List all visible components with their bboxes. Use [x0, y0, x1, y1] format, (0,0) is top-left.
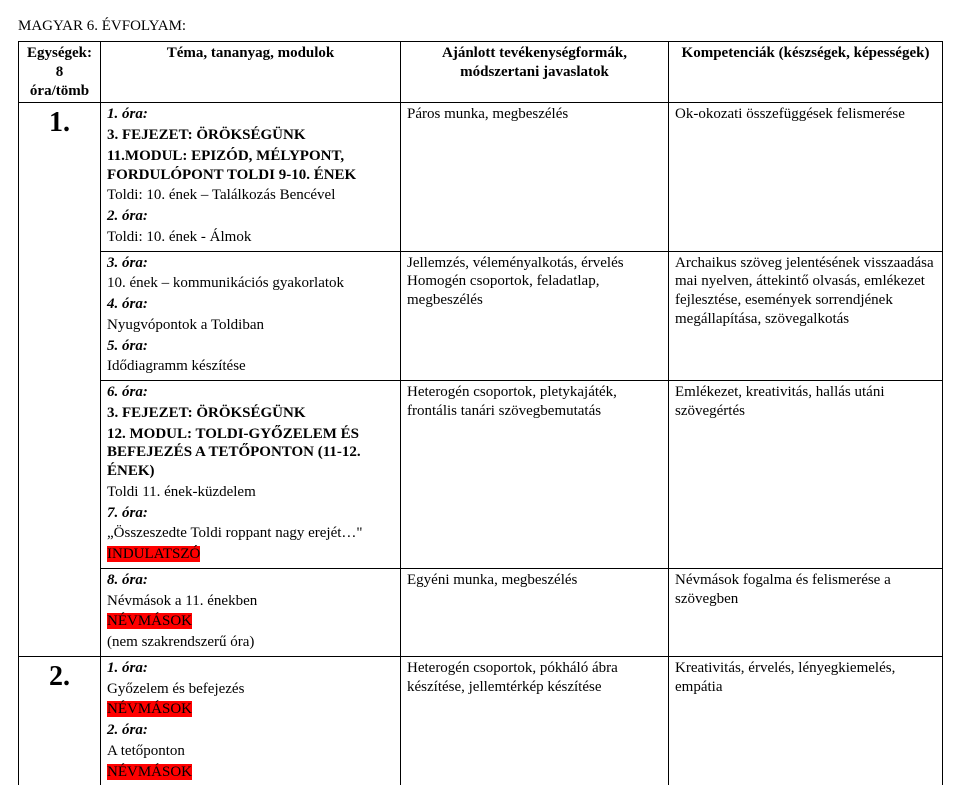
lesson-content: Névmások a 11. énekben: [107, 592, 394, 611]
header-units: Egységek: 8 óra/tömb: [19, 42, 101, 103]
topic-cell: 6. óra: 3. FEJEZET: ÖRÖKSÉGÜNK 12. MODUL…: [101, 381, 401, 569]
unit-number: 2.: [19, 656, 101, 785]
lesson-content: „Összeszedte Toldi roppant nagy erejét…": [107, 524, 394, 543]
lesson-label: 4. óra:: [107, 295, 394, 314]
header-row: Egységek: 8 óra/tömb Téma, tananyag, mod…: [19, 42, 943, 103]
chapter-title: 3. FEJEZET: ÖRÖKSÉGÜNK: [107, 126, 394, 145]
activities-cell: Heterogén csoportok, pókháló ábra készít…: [401, 656, 669, 785]
module-title: 12. MODUL: TOLDI-GYŐZELEM ÉS BEFEJEZÉS A…: [107, 425, 394, 481]
table-row: 8. óra: Névmások a 11. énekben NÉVMÁSOK …: [19, 568, 943, 656]
lesson-content: Toldi: 10. ének - Álmok: [107, 228, 394, 247]
table-row: 2. 1. óra: Győzelem és befejezés NÉVMÁSO…: [19, 656, 943, 785]
lesson-content: A tetőponton: [107, 742, 394, 761]
topic-cell: 1. óra: Győzelem és befejezés NÉVMÁSOK 2…: [101, 656, 401, 785]
activities-cell: Jellemzés, véleményalkotás, érvelés Homo…: [401, 251, 669, 381]
lesson-label: 1. óra:: [107, 105, 394, 124]
activity-line: Jellemzés, véleményalkotás, érvelés: [407, 254, 662, 273]
lesson-label: 2. óra:: [107, 207, 394, 226]
table-row: 6. óra: 3. FEJEZET: ÖRÖKSÉGÜNK 12. MODUL…: [19, 381, 943, 569]
competencies-cell: Emlékezet, kreativitás, hallás utáni szö…: [669, 381, 943, 569]
highlighted-term: NÉVMÁSOK: [107, 701, 192, 717]
lesson-content: Toldi: 10. ének – Találkozás Bencével: [107, 186, 394, 205]
unit-number: 1.: [19, 103, 101, 657]
highlighted-term: INDULATSZÓ: [107, 546, 200, 562]
lesson-label: 1. óra:: [107, 659, 394, 678]
competencies-cell: Archaikus szöveg jelentésének visszaadás…: [669, 251, 943, 381]
table-row: 1. 1. óra: 3. FEJEZET: ÖRÖKSÉGÜNK 11.MOD…: [19, 103, 943, 251]
header-topic: Téma, tananyag, modulok: [101, 42, 401, 103]
highlighted-term: NÉVMÁSOK: [107, 764, 192, 780]
topic-cell: 1. óra: 3. FEJEZET: ÖRÖKSÉGÜNK 11.MODUL:…: [101, 103, 401, 251]
activities-cell: Heterogén csoportok, pletykajáték, front…: [401, 381, 669, 569]
competencies-cell: Névmások fogalma és felismerése a szöveg…: [669, 568, 943, 656]
lesson-label: 8. óra:: [107, 571, 394, 590]
header-competencies: Kompetenciák (készségek, képességek): [669, 42, 943, 103]
lesson-label: 5. óra:: [107, 337, 394, 356]
lesson-label: 2. óra:: [107, 721, 394, 740]
activities-cell: Egyéni munka, megbeszélés: [401, 568, 669, 656]
lesson-label: 6. óra:: [107, 383, 394, 402]
topic-cell: 3. óra: 10. ének – kommunikációs gyakorl…: [101, 251, 401, 381]
topic-cell: 8. óra: Névmások a 11. énekben NÉVMÁSOK …: [101, 568, 401, 656]
competencies-cell: Kreativitás, érvelés, lényegkiemelés, em…: [669, 656, 943, 785]
lesson-content: Győzelem és befejezés: [107, 680, 394, 699]
table-row: 3. óra: 10. ének – kommunikációs gyakorl…: [19, 251, 943, 381]
lesson-note: (nem szakrendszerű óra): [107, 633, 394, 652]
curriculum-table: Egységek: 8 óra/tömb Téma, tananyag, mod…: [18, 41, 943, 785]
lesson-content: Toldi 11. ének-küzdelem: [107, 483, 394, 502]
activities-cell: Páros munka, megbeszélés: [401, 103, 669, 251]
activity-line: Homogén csoportok, feladatlap, megbeszél…: [407, 272, 662, 310]
lesson-label: 3. óra:: [107, 254, 394, 273]
page-title: MAGYAR 6. ÉVFOLYAM:: [18, 18, 942, 35]
lesson-content: Nyugvópontok a Toldiban: [107, 316, 394, 335]
lesson-content: 10. ének – kommunikációs gyakorlatok: [107, 274, 394, 293]
lesson-label: 7. óra:: [107, 504, 394, 523]
module-title: 11.MODUL: EPIZÓD, MÉLYPONT, FORDULÓPONT …: [107, 147, 394, 185]
chapter-title: 3. FEJEZET: ÖRÖKSÉGÜNK: [107, 404, 394, 423]
highlighted-term: NÉVMÁSOK: [107, 613, 192, 629]
competencies-cell: Ok-okozati összefüggések felismerése: [669, 103, 943, 251]
header-activities: Ajánlott tevékenységformák, módszertani …: [401, 42, 669, 103]
lesson-content: Idődiagramm készítése: [107, 357, 394, 376]
